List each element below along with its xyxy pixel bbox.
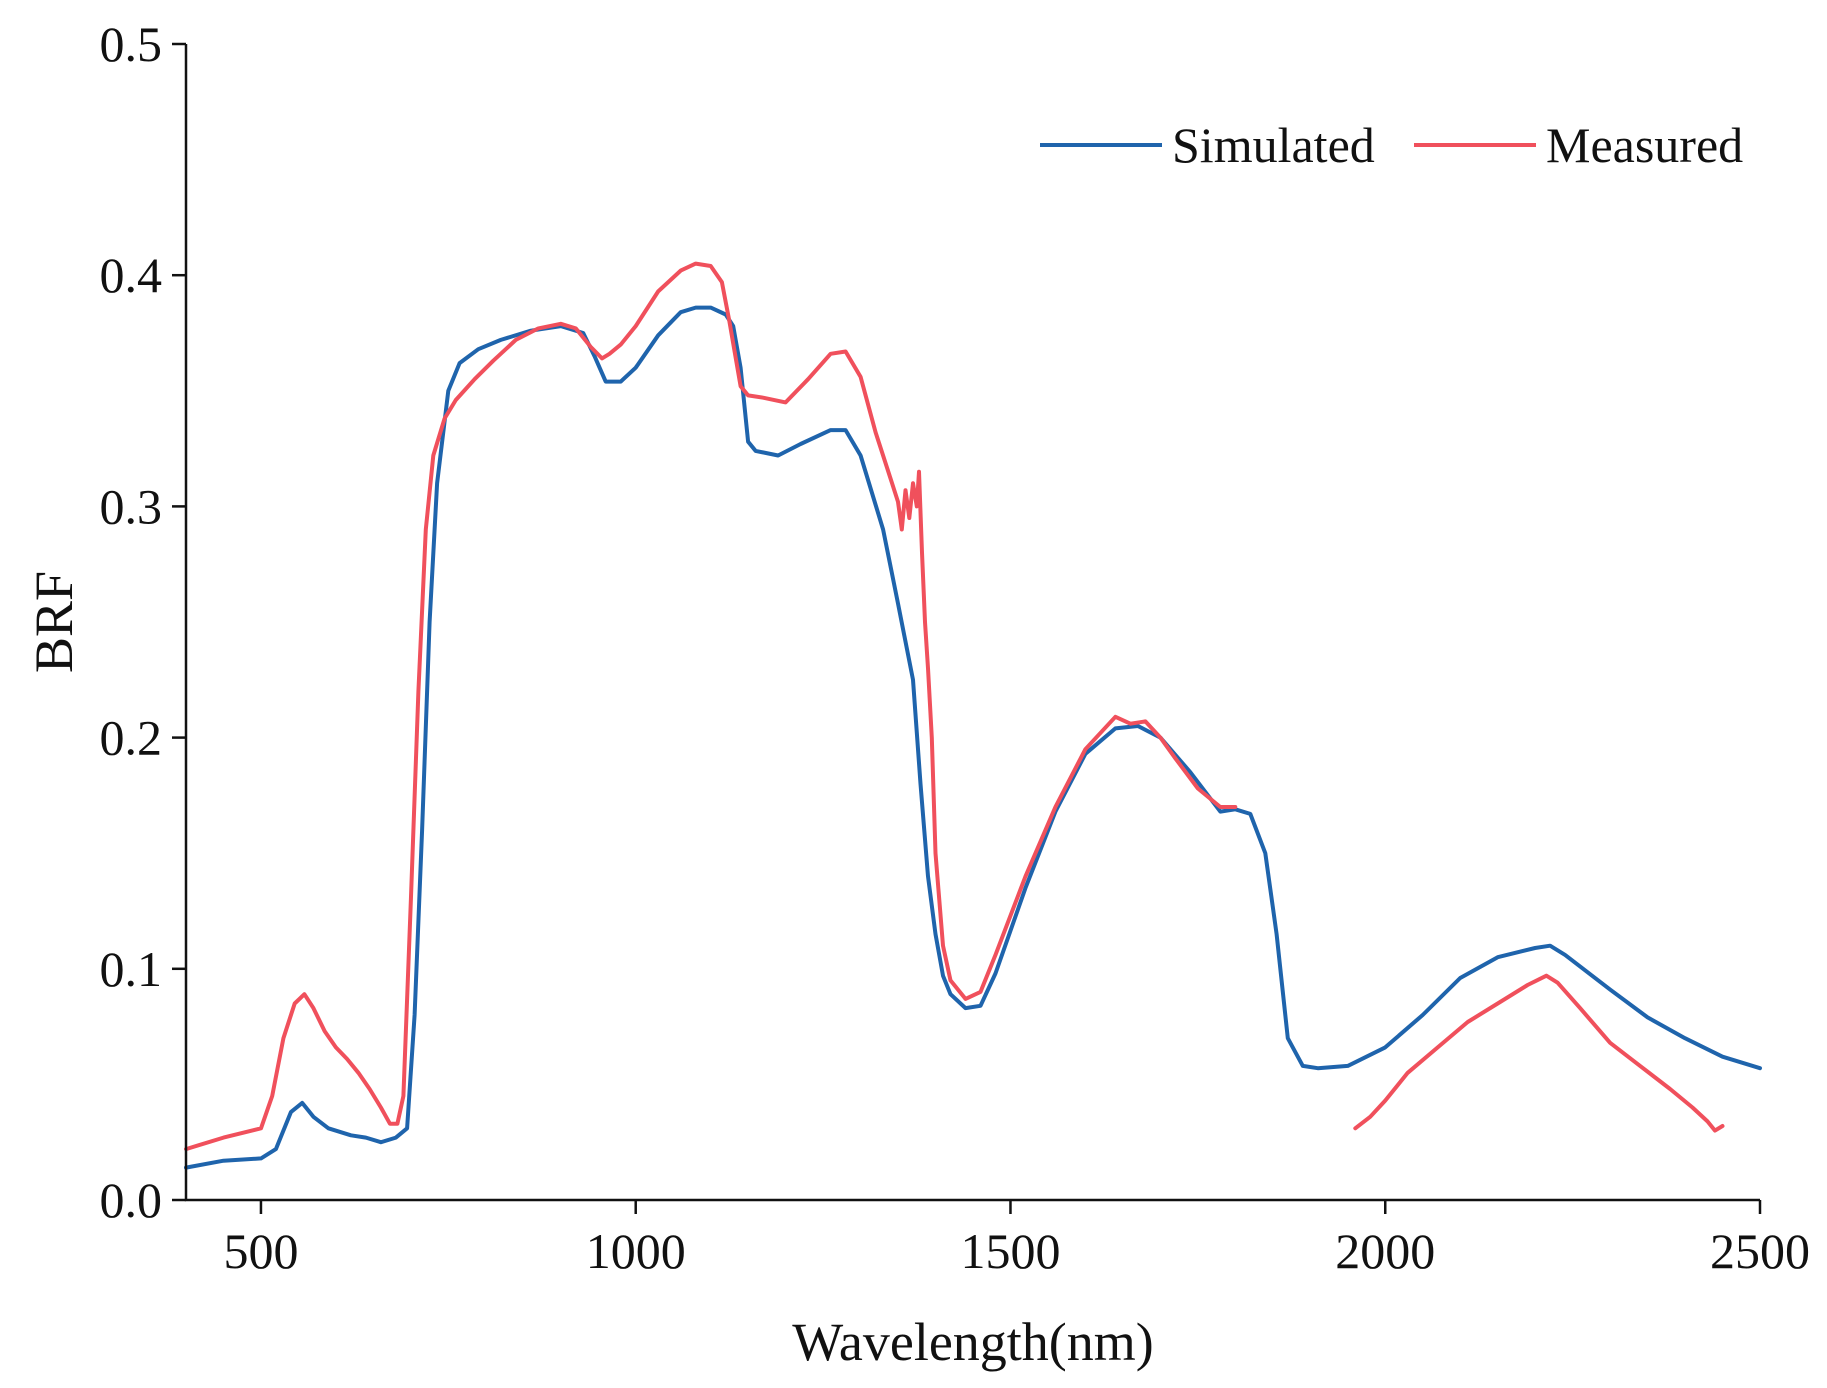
x-tick-label: 1500 (960, 1223, 1060, 1279)
x-tick-label: 500 (223, 1223, 298, 1279)
series-line-measured (184, 261, 1725, 1152)
series-layer (184, 261, 1762, 1170)
y-axis-ticks: 0.0 0.1 0.2 0.3 0.4 0.5 (100, 16, 186, 1228)
y-tick-label: 0.1 (100, 941, 163, 997)
y-axis-title: BRF (24, 571, 84, 673)
x-tick-label: 2000 (1335, 1223, 1435, 1279)
y-tick-label: 0.4 (100, 247, 163, 303)
legend-label-measured: Measured (1546, 117, 1743, 173)
y-tick-label: 0.2 (100, 710, 163, 766)
series-line-simulated (184, 305, 1762, 1170)
y-tick-label: 0.0 (100, 1172, 163, 1228)
y-tick-label: 0.5 (100, 16, 163, 72)
legend: Simulated Measured (1040, 117, 1743, 173)
x-tick-label: 1000 (586, 1223, 686, 1279)
x-axis-title: Wavelength(nm) (792, 1312, 1154, 1372)
x-axis-ticks: 500 1000 1500 2000 2500 (223, 1200, 1810, 1279)
y-tick-label: 0.3 (100, 478, 163, 534)
x-tick-label: 2500 (1710, 1223, 1810, 1279)
legend-label-simulated: Simulated (1172, 117, 1375, 173)
